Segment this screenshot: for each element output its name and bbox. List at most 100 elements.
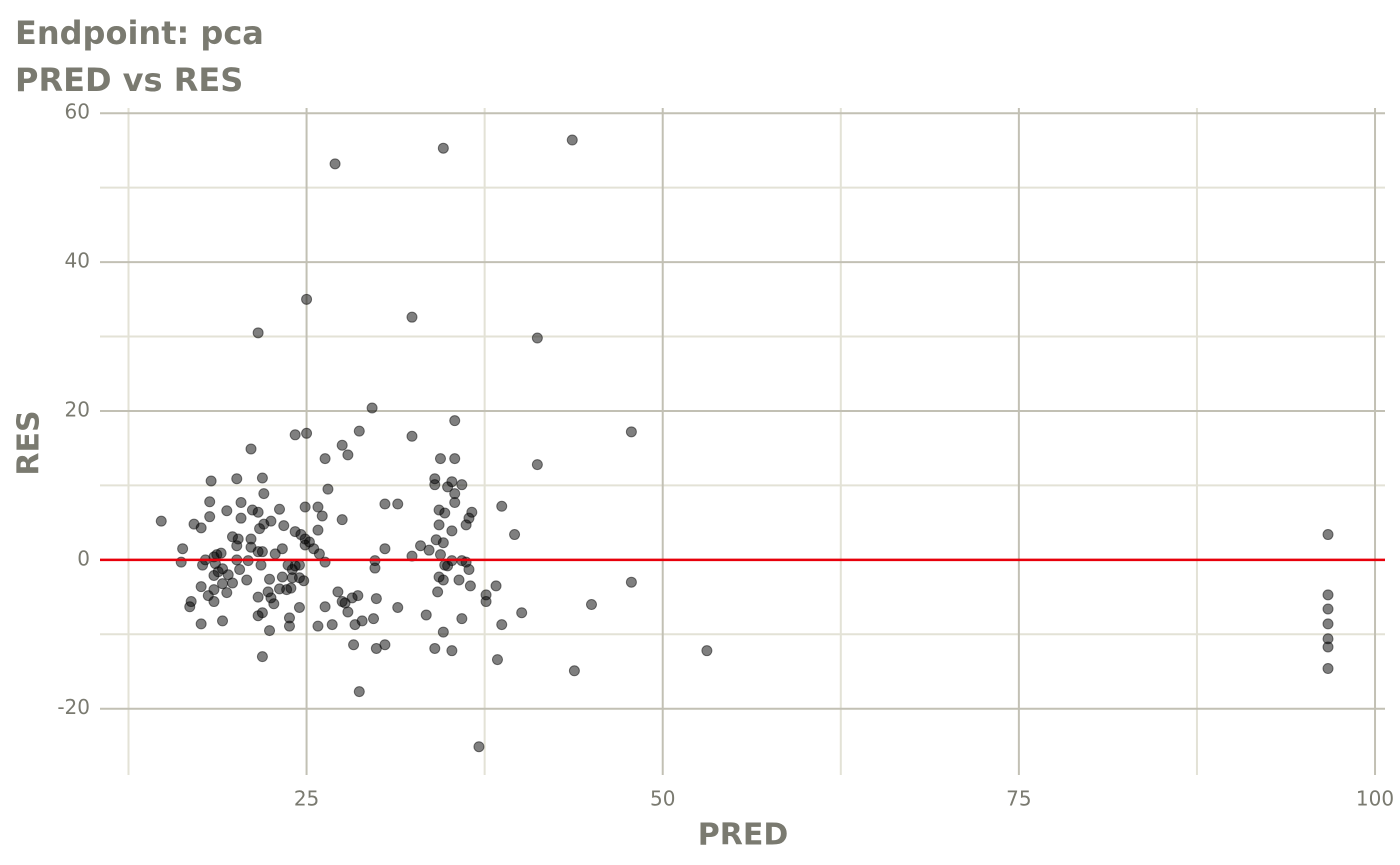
point: [434, 549, 446, 561]
point: [429, 642, 441, 654]
point: [456, 479, 468, 491]
point: [491, 654, 503, 666]
point: [256, 651, 268, 663]
point: [392, 498, 404, 510]
point: [268, 598, 280, 610]
point: [352, 590, 364, 602]
point: [406, 311, 418, 323]
point: [234, 564, 246, 576]
point: [285, 582, 297, 594]
point: [204, 496, 216, 508]
point: [298, 575, 310, 587]
point: [175, 556, 187, 568]
point: [269, 548, 281, 560]
point: [442, 481, 454, 493]
point: [301, 293, 313, 305]
point: [406, 430, 418, 442]
point: [208, 596, 220, 608]
point: [473, 741, 485, 753]
point: [490, 580, 502, 592]
point: [235, 512, 247, 524]
point: [434, 453, 446, 465]
point: [299, 501, 311, 513]
point: [195, 618, 207, 630]
y-axis-label: RES: [12, 410, 47, 475]
point: [1322, 663, 1334, 675]
point: [432, 586, 444, 598]
point: [252, 591, 264, 603]
point: [204, 511, 216, 523]
point: [336, 514, 348, 526]
point: [449, 453, 461, 465]
point: [217, 578, 229, 590]
point: [464, 580, 476, 592]
plot-area: [100, 134, 1385, 753]
point: [449, 415, 461, 427]
point: [433, 519, 445, 531]
x-tick-label: 25: [294, 787, 319, 811]
point: [197, 559, 209, 571]
point: [531, 332, 543, 344]
point: [221, 505, 233, 517]
point: [329, 158, 341, 170]
point: [429, 479, 441, 491]
point: [1322, 589, 1334, 601]
point: [460, 519, 472, 531]
point: [332, 586, 344, 598]
point: [392, 602, 404, 614]
point: [370, 642, 382, 654]
point: [369, 562, 381, 574]
point: [496, 619, 508, 631]
point: [264, 573, 276, 585]
point: [353, 425, 365, 437]
point: [184, 601, 196, 613]
point: [566, 134, 578, 146]
point: [568, 665, 580, 677]
point: [423, 544, 435, 556]
point: [326, 619, 338, 631]
point: [319, 556, 331, 568]
point: [195, 522, 207, 534]
point: [264, 625, 276, 637]
point: [283, 620, 295, 632]
point: [254, 523, 266, 535]
point: [370, 593, 382, 605]
point: [368, 613, 380, 625]
y-tick-label: 60: [65, 100, 90, 124]
point: [319, 453, 331, 465]
point: [437, 142, 449, 154]
point: [1322, 603, 1334, 615]
grid: [100, 108, 1385, 775]
point: [531, 459, 543, 471]
point: [1322, 641, 1334, 653]
point: [437, 574, 449, 586]
point: [1322, 529, 1334, 541]
point: [312, 524, 324, 536]
x-tick-label: 50: [650, 787, 675, 811]
y-tick-label: 20: [65, 397, 90, 421]
x-tick-label: 75: [1006, 787, 1031, 811]
point: [289, 429, 301, 441]
point: [625, 426, 637, 438]
point: [446, 525, 458, 537]
point: [439, 507, 451, 519]
point: [245, 443, 257, 455]
point: [415, 540, 427, 552]
point: [312, 620, 324, 632]
point: [446, 645, 458, 657]
point: [231, 473, 243, 485]
y-tick-label: 40: [65, 249, 90, 273]
point: [701, 645, 713, 657]
point: [442, 560, 454, 572]
point: [256, 546, 268, 558]
point: [301, 427, 313, 439]
point: [252, 610, 264, 622]
point: [625, 576, 637, 588]
point: [342, 449, 354, 461]
point: [208, 569, 220, 581]
x-axis-label: PRED: [698, 818, 788, 853]
point: [379, 543, 391, 555]
point: [276, 571, 288, 583]
point: [293, 602, 305, 614]
